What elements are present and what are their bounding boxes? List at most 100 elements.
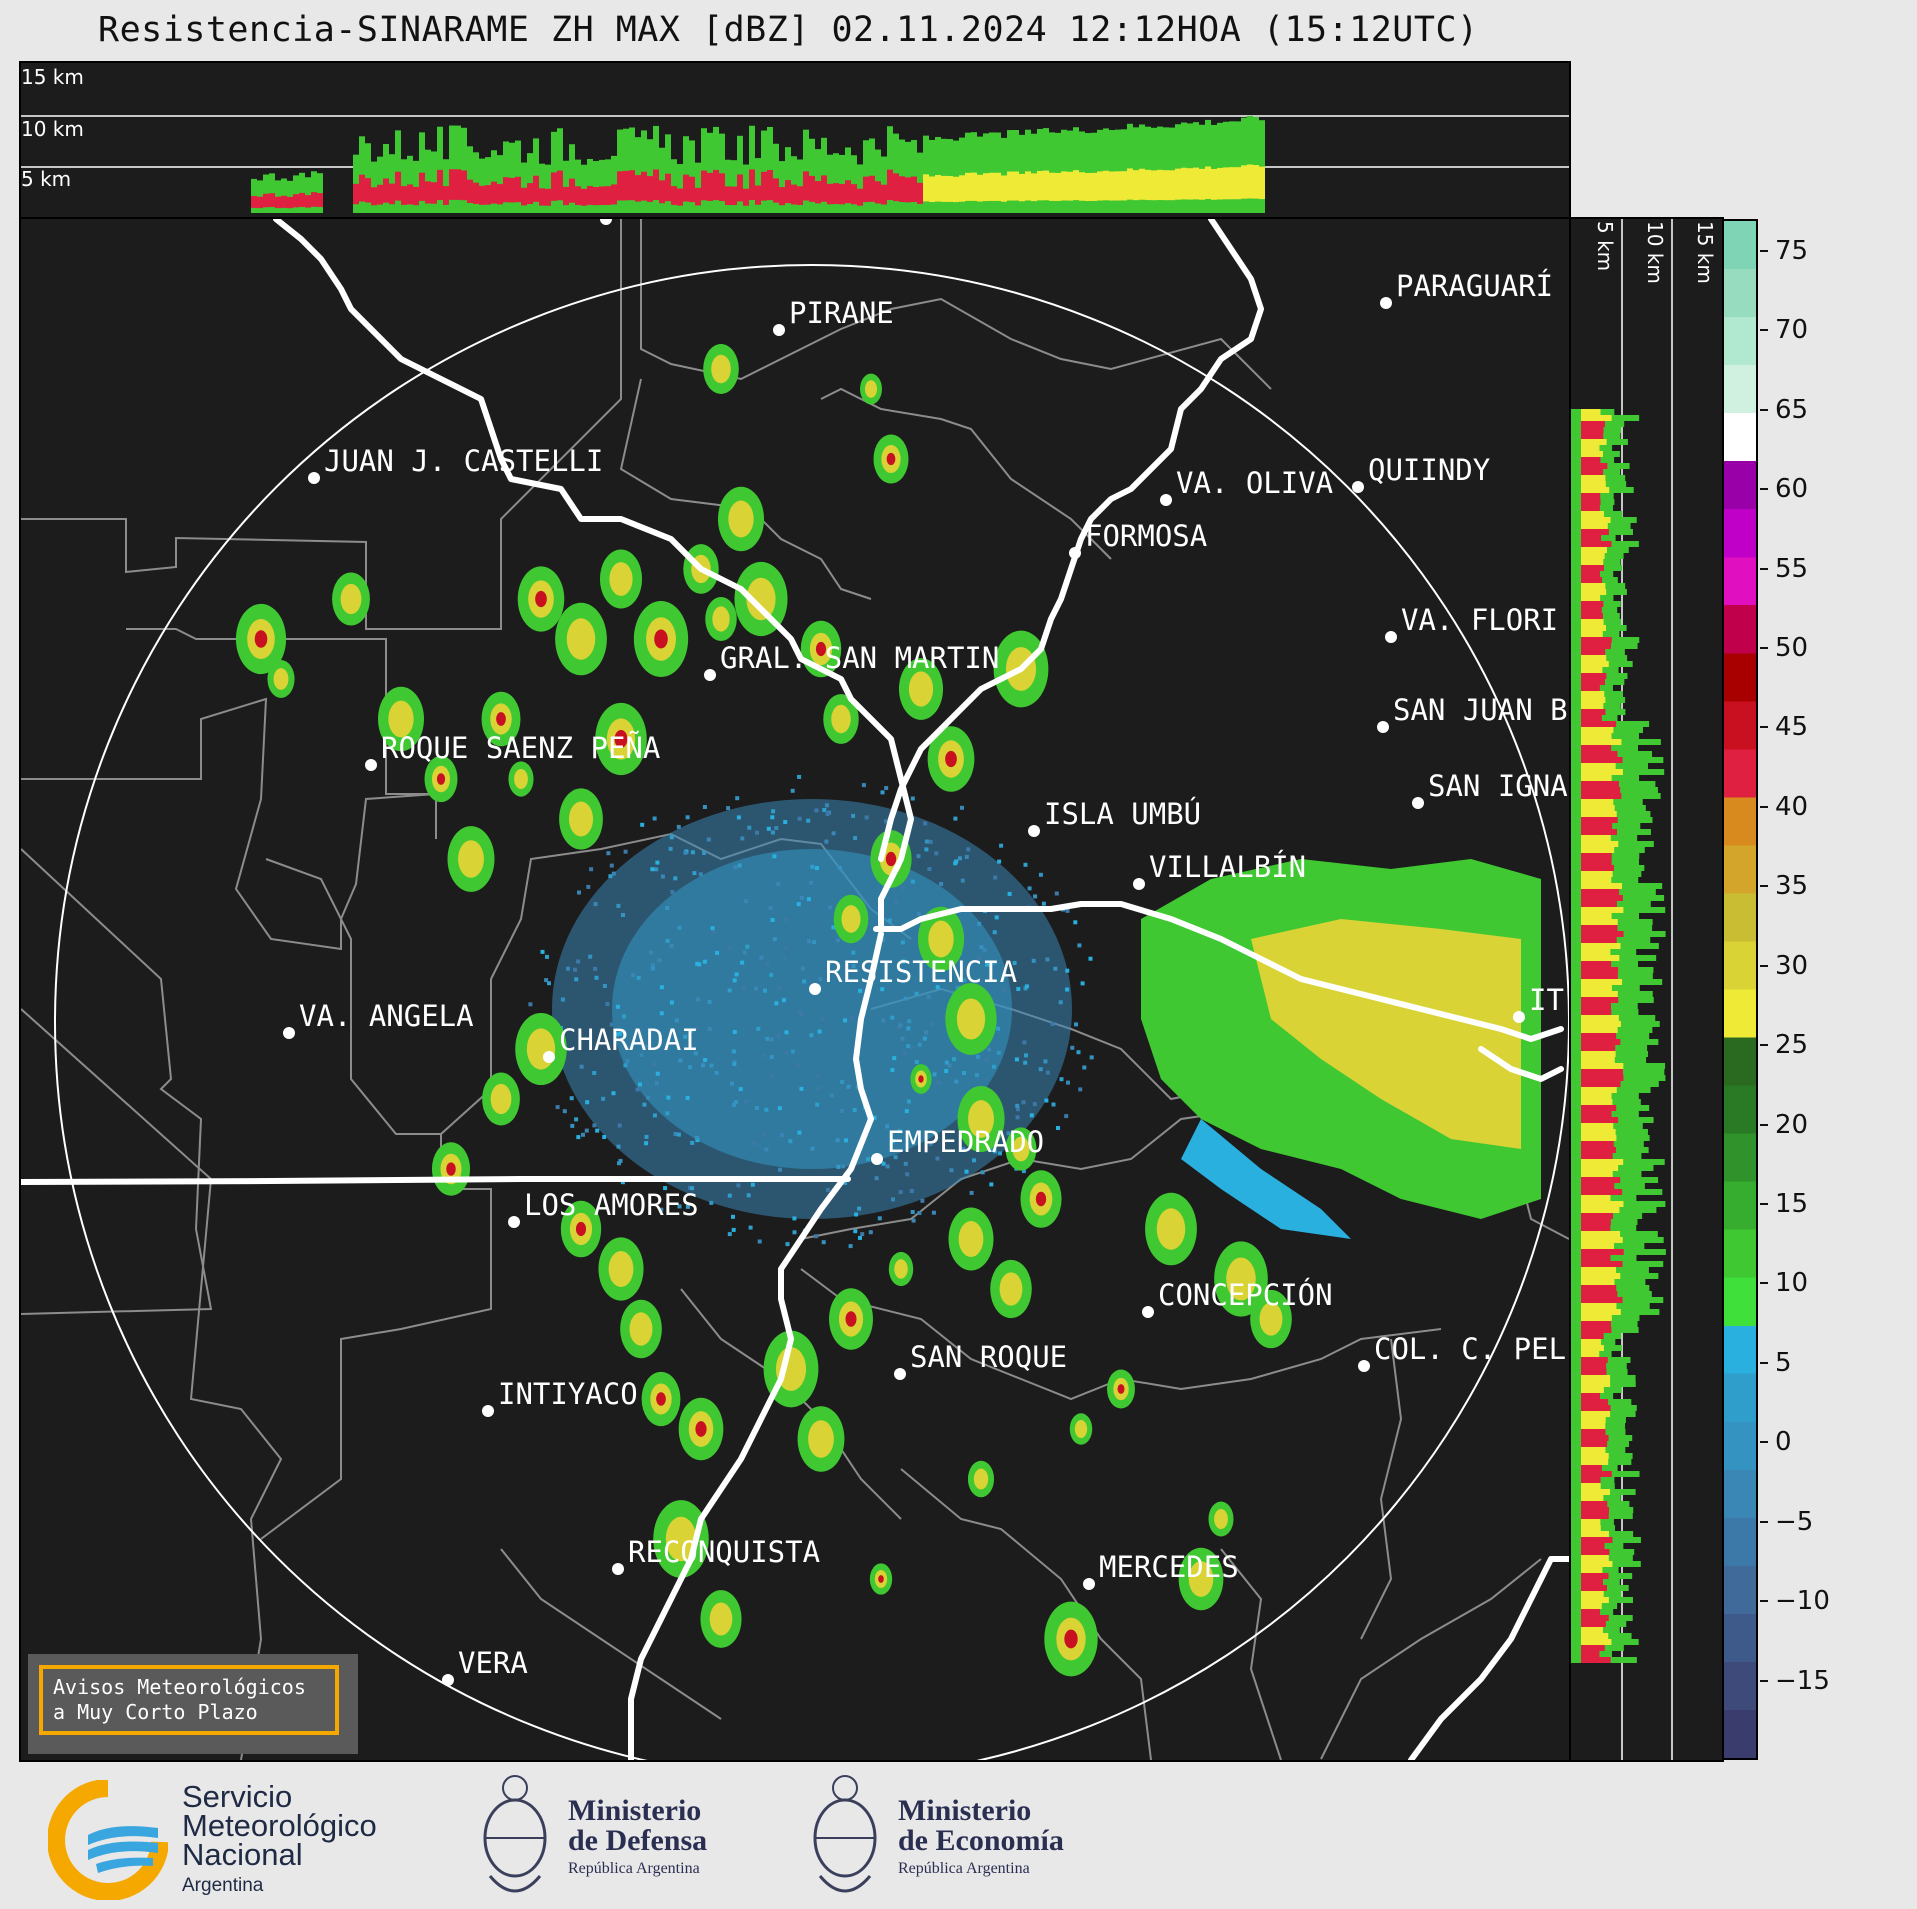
clutter-pixel — [1080, 981, 1085, 986]
top-echo-core — [371, 187, 377, 206]
clutter-pixel — [676, 824, 681, 829]
top-echo-core — [485, 185, 491, 205]
clutter-pixel — [623, 1063, 628, 1068]
side-echo-core — [1581, 901, 1617, 907]
storm-cell-peak — [656, 1392, 666, 1406]
top-echo-core — [317, 193, 323, 208]
side-echo-core — [1581, 1573, 1609, 1579]
side-echo-core — [1581, 1111, 1612, 1117]
side-echo-core — [1581, 853, 1612, 859]
side-echo-core — [1581, 523, 1608, 529]
clutter-pixel — [560, 997, 565, 1002]
side-echo-core — [1581, 709, 1606, 715]
top-echo-core — [1055, 172, 1061, 201]
clutter-pixel — [727, 988, 732, 993]
side-echo-core — [1581, 823, 1613, 829]
city-dot — [1380, 297, 1392, 309]
clutter-pixel — [678, 1058, 683, 1063]
side-echo-core — [1581, 559, 1604, 565]
clutter-pixel — [864, 815, 869, 820]
clutter-pixel — [732, 1062, 737, 1066]
clutter-pixel — [998, 1151, 1002, 1156]
storm-cell-core — [712, 606, 730, 632]
side-echo-core — [1581, 997, 1619, 1003]
avisos-inner[interactable]: Avisos Meteorológicos a Muy Corto Plazo — [39, 1665, 339, 1735]
top-echo-core — [1139, 168, 1145, 200]
clutter-pixel — [800, 966, 805, 971]
clutter-pixel — [857, 1206, 862, 1211]
top-echo-column — [371, 161, 377, 213]
top-echo-core — [821, 175, 827, 202]
top-echo-core — [851, 184, 857, 205]
top-echo-core — [659, 180, 665, 204]
top-echo-column — [437, 126, 443, 213]
clutter-pixel — [924, 847, 929, 852]
border-path-19 — [1320, 1558, 1542, 1760]
clutter-pixel — [654, 867, 659, 872]
top-echo-core — [833, 183, 839, 205]
side-echo-core — [1581, 1471, 1612, 1477]
side-echo-core — [1581, 481, 1606, 487]
clutter-pixel — [860, 1232, 865, 1237]
side-echo-core — [1581, 445, 1600, 451]
storm-cell-core — [340, 583, 362, 615]
side-echo-core — [1581, 1423, 1606, 1429]
clutter-pixel — [574, 1117, 579, 1122]
side-echo-core — [1581, 1393, 1600, 1399]
clutter-pixel — [993, 875, 998, 880]
clutter-pixel — [695, 961, 700, 966]
top-echo-core — [971, 172, 977, 201]
clutter-pixel — [843, 1018, 848, 1023]
clutter-pixel — [835, 938, 840, 943]
clutter-pixel — [744, 1099, 749, 1104]
storm-cell-core — [665, 1516, 697, 1562]
rivers — [21, 219, 1569, 1760]
storm-cell-core — [566, 618, 596, 660]
side-echo-core — [1581, 1483, 1601, 1489]
colorbar-tick-label: 55 — [1775, 553, 1809, 584]
clutter-pixel — [746, 1193, 751, 1198]
side-echo-core — [1581, 439, 1607, 445]
top-echo-core — [509, 177, 515, 203]
storm-cell-core — [956, 998, 986, 1040]
defensa-coat-of-arms-icon — [483, 1775, 547, 1893]
city-label: IT — [1529, 983, 1564, 1017]
side-echo-core — [1581, 1237, 1623, 1243]
top-echo-core — [473, 182, 479, 204]
clutter-pixel — [881, 938, 886, 942]
top-echo-core — [521, 187, 527, 206]
avisos-box[interactable]: Avisos Meteorológicos a Muy Corto Plazo — [28, 1654, 358, 1754]
clutter-pixel — [733, 865, 738, 870]
top-echo-core — [881, 184, 887, 205]
colorbar-tick-mark — [1760, 1520, 1768, 1523]
clutter-pixel — [935, 1156, 940, 1161]
top-echo-core — [1229, 167, 1235, 200]
clutter-pixel — [727, 945, 732, 950]
clutter-pixel — [694, 1135, 699, 1140]
top-echo-core — [1025, 171, 1031, 201]
city-label: FORMOSA — [1085, 519, 1208, 553]
side-echo-core — [1581, 1561, 1613, 1567]
side-echo-core — [1581, 1651, 1600, 1657]
colorbar-tick-mark — [1760, 1123, 1768, 1126]
side-echo-core — [1581, 769, 1623, 775]
clutter-pixel — [901, 959, 905, 964]
border-path-4 — [21, 848, 213, 1315]
city-dot — [809, 983, 821, 995]
clutter-pixel — [669, 1000, 674, 1005]
clutter-pixel — [588, 954, 593, 959]
city-label: CONCEPCIÓN — [1158, 1278, 1333, 1312]
side-echo-core — [1581, 1603, 1602, 1609]
storm-cell-core — [1226, 1257, 1256, 1301]
top-altitude-label-5: 5 km — [21, 167, 72, 191]
clutter-pixel — [774, 1001, 779, 1006]
clutter-pixel — [914, 1060, 919, 1064]
top-echo-core — [407, 184, 413, 205]
side-echo-core — [1581, 1261, 1623, 1267]
clutter-pixel — [850, 1015, 855, 1020]
city-dot — [871, 1153, 883, 1165]
clutter-pixel — [595, 1128, 600, 1133]
defensa-sub: República Argentina — [568, 1860, 700, 1877]
border-path-2 — [126, 628, 441, 795]
side-echo-core — [1581, 1585, 1607, 1591]
